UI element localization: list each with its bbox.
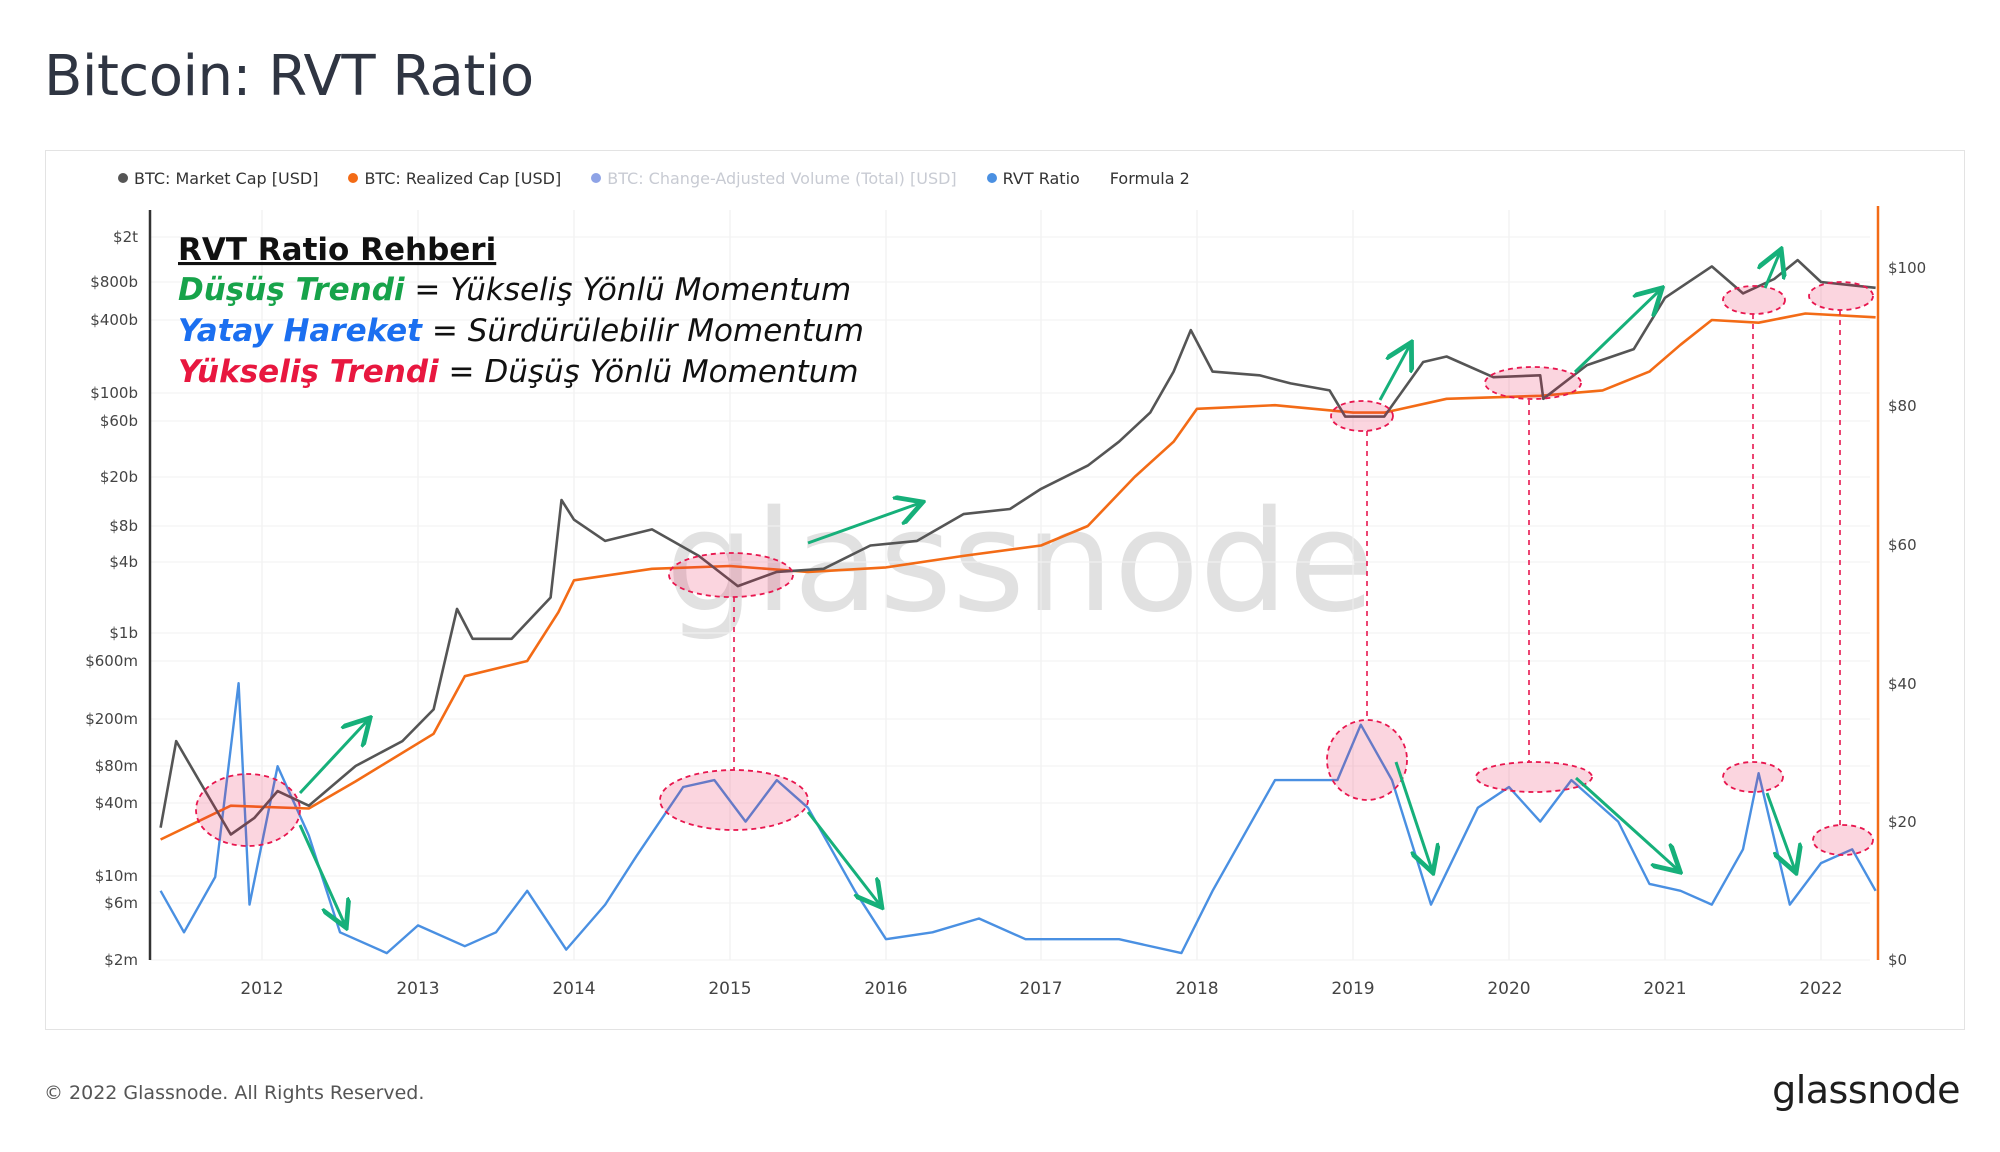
page-title: Bitcoin: RVT Ratio — [44, 44, 534, 109]
highlight-ellipse — [659, 769, 809, 831]
annotations-layer — [195, 252, 1874, 925]
y-left-tick-label: $2t — [113, 228, 138, 246]
highlight-ellipse — [1484, 366, 1582, 400]
x-tick-label: 2018 — [1175, 979, 1218, 999]
y-left-tick-label: $1b — [109, 624, 138, 642]
x-tick-label: 2015 — [708, 979, 751, 999]
guide-line-2: Yatay Hareket = Sürdürülebilir Momentum — [178, 313, 864, 349]
legend-label: BTC: Realized Cap [USD] — [364, 168, 562, 188]
trend-arrow — [1765, 252, 1780, 289]
x-tick-label: 2019 — [1331, 979, 1374, 999]
guide-line-2-key: Yatay Hareket — [178, 313, 423, 349]
trend-arrow — [807, 503, 920, 545]
y-right-tick-label: $0 — [1888, 951, 1907, 969]
chart-legend: BTC: Market Cap [USD] BTC: Realized Cap [… — [118, 168, 1220, 188]
trend-arrow — [298, 824, 345, 925]
trend-arrow — [1573, 290, 1660, 374]
x-tick-label: 2016 — [864, 979, 907, 999]
realized-cap-line — [160, 312, 1876, 841]
x-tick-label: 2012 — [240, 979, 283, 999]
y-left-tick-label: $40m — [95, 794, 138, 812]
market-cap-line — [159, 258, 1876, 836]
legend-dot-icon — [348, 173, 359, 183]
y-right-tick-label: $80 — [1888, 397, 1917, 415]
y-right-tick-label: $60 — [1888, 536, 1917, 554]
y-left-tick-label: $80m — [95, 757, 138, 775]
guide-box: RVT Ratio Rehberi Düşüş Trendi = Yükseli… — [178, 232, 864, 390]
highlight-ellipse — [1330, 400, 1394, 432]
highlight-ellipse — [1326, 719, 1408, 801]
highlight-ellipse — [1812, 824, 1874, 856]
trend-arrow — [1574, 776, 1678, 870]
highlight-ellipse — [1475, 761, 1593, 793]
x-tick-label: 2021 — [1643, 979, 1686, 999]
x-tick-label: 2017 — [1019, 979, 1062, 999]
guide-line-1: Düşüş Trendi = Yükseliş Yönlü Momentum — [178, 272, 851, 308]
y-right-tick-label: $20 — [1888, 813, 1917, 831]
highlight-ellipse — [1722, 285, 1786, 315]
legend-item-1[interactable]: BTC: Realized Cap [USD] — [348, 169, 561, 188]
legend-item-3[interactable]: RVT Ratio — [986, 168, 1080, 188]
legend-label: Formula 2 — [1109, 168, 1190, 188]
legend-label: BTC: Market Cap [USD] — [134, 168, 319, 188]
legend-dot-icon — [986, 173, 997, 183]
footer-copyright: © 2022 Glassnode. All Rights Reserved. — [44, 1082, 425, 1104]
y-left-tick-label: $200m — [85, 710, 138, 728]
y-left-tick-label: $2m — [104, 951, 138, 969]
y-left-tick-label: $400b — [90, 311, 138, 329]
trend-arrow — [1765, 792, 1795, 870]
trend-arrow — [806, 811, 880, 905]
footer-logo: glassnode — [1772, 1068, 1960, 1112]
trend-arrow — [1378, 345, 1410, 401]
y-left-tick-label: $8b — [109, 517, 138, 535]
y-left-tick-label: $60b — [100, 412, 138, 430]
x-tick-label: 2013 — [396, 979, 439, 999]
chart-grid — [150, 210, 1870, 961]
guide-line-3-key: Yükseliş Trendi — [178, 354, 439, 390]
highlight-ellipse — [668, 552, 794, 598]
x-tick-label: 2020 — [1487, 979, 1530, 999]
guide-line-1-key: Düşüş Trendi — [178, 272, 405, 308]
y-left-tick-label: $20b — [100, 468, 138, 486]
y-left-tick-label: $10m — [95, 867, 138, 885]
chart-frame — [45, 150, 1965, 1030]
legend-label: BTC: Change-Adjusted Volume (Total) [USD… — [607, 168, 957, 188]
chart-axes: $2t $800b $400b $100b $60b $20b $8b $4b $1b $600m… — [85, 206, 1926, 999]
y-left-tick-label: $600m — [85, 652, 138, 670]
highlight-ellipse — [1722, 761, 1784, 793]
legend-item-0[interactable]: BTC: Market Cap [USD] — [118, 169, 318, 188]
y-right-tick-label: $100 — [1888, 259, 1926, 277]
x-tick-label: 2014 — [552, 979, 595, 999]
y-left-tick-label: $6m — [104, 894, 138, 912]
x-tick-label: 2022 — [1799, 979, 1842, 999]
highlight-ellipse — [1808, 281, 1874, 311]
legend-item-2[interactable]: BTC: Change-Adjusted Volume (Total) [USD… — [591, 168, 957, 188]
y-right-tick-label: $40 — [1888, 675, 1917, 693]
y-left-tick-label: $800b — [90, 273, 138, 291]
guide-line-3-rest: = Düşüş Yönlü Momentum — [439, 354, 859, 390]
trend-arrow — [1394, 761, 1432, 870]
series-layer — [159, 258, 1877, 955]
y-left-tick-label: $100b — [90, 384, 138, 402]
trend-arrow — [298, 720, 368, 795]
guide-line-2-rest: = Sürdürülebilir Momentum — [422, 313, 864, 349]
rvt-ratio-line — [159, 682, 1877, 955]
guide-heading: RVT Ratio Rehberi — [178, 232, 496, 268]
y-left-tick-label: $4b — [109, 553, 138, 571]
legend-label: RVT Ratio — [1002, 168, 1080, 188]
legend-item-4[interactable]: Formula 2 — [1110, 169, 1190, 188]
legend-dot-icon — [118, 173, 128, 183]
guide-line-3: Yükseliş Trendi = Düşüş Yönlü Momentum — [178, 354, 859, 390]
legend-dot-icon — [591, 173, 602, 183]
highlight-ellipse — [195, 773, 301, 847]
guide-line-1-rest: = Yükseliş Yönlü Momentum — [405, 272, 852, 308]
